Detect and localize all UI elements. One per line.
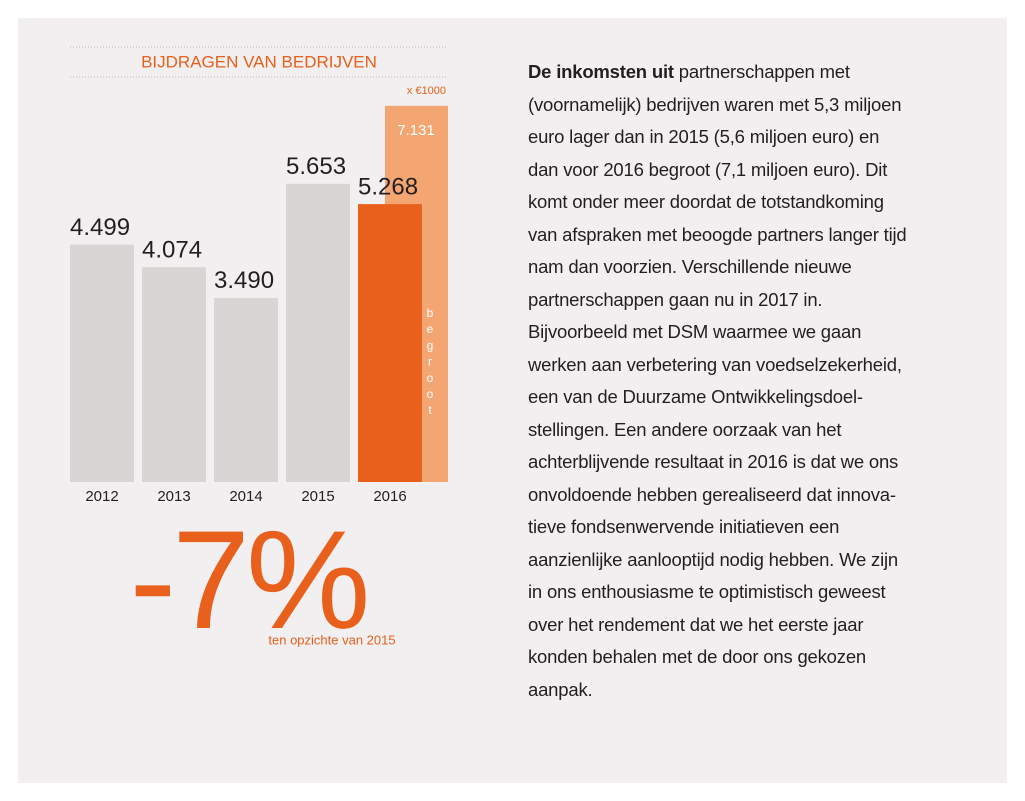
article-line: tieve fondsenwervende initiatieven een (528, 516, 840, 537)
chart-title: BIJDRAGEN VAN BEDRIJVEN (141, 52, 377, 71)
x-tick-label: 2016 (373, 488, 406, 505)
x-tick-label: 2015 (301, 488, 334, 505)
article-line: Bijvoorbeeld met DSM waarmee we gaan (528, 321, 862, 342)
article-line: konden behalen met de door ons gekozen (528, 646, 866, 667)
x-tick-label: 2014 (229, 488, 262, 505)
article-line: partnerschappen gaan nu in 2017 in. (528, 288, 823, 310)
article-line: nam dan voorzien. Verschillende nieuwe (528, 256, 852, 277)
article-line: euro lager dan in 2015 (5,6 miljoen euro… (528, 126, 880, 147)
article-line: in ons enthousiasme te optimistisch gewe… (528, 581, 886, 602)
article-line: (voornamelijk) bedrijven waren met 5,3 m… (528, 93, 902, 115)
article-line: van afspraken met beoogde partners lange… (528, 223, 907, 245)
article-line: over het rendement dat we het eerste jaa… (528, 613, 864, 635)
article-line: De inkomsten uit partnerschappen met (528, 56, 998, 89)
article-line: onvoldoende hebben gerealiseerd dat inno… (528, 483, 896, 505)
article-line: achterblijvende resultaat in 2016 is dat… (528, 451, 899, 472)
article-line: komt onder meer doordat de totstandkomin… (528, 191, 884, 212)
bar (286, 183, 350, 482)
budget-caption: begroot (423, 305, 437, 420)
article-line: aanpak. (528, 678, 593, 700)
value-label: 5.653 (286, 153, 346, 180)
article: De inkomsten uit partnerschappen met (voo… (528, 56, 998, 706)
bar (214, 297, 278, 482)
x-tick-label: 2012 (85, 488, 118, 505)
bar (142, 267, 206, 482)
value-label: 4.074 (142, 236, 202, 263)
article-line: werken aan verbetering van voedselzekerh… (528, 353, 902, 375)
value-label: 4.499 (70, 214, 130, 241)
x-tick-label: 2013 (157, 488, 190, 505)
change-caption: ten opzichte van 2015 (268, 632, 395, 647)
article-lead: De inkomsten uit (528, 61, 674, 82)
budget-caption-box: begroot (423, 305, 437, 420)
article-text: partnerschappen met (673, 61, 850, 82)
article-line: dan voor 2016 begroot (7,1 miljoen euro)… (528, 158, 888, 180)
unit-label: x €1000 (407, 85, 446, 97)
change-value: -7% (130, 501, 367, 658)
article-line: een van de Duurzame Ontwikkelingsdoel- (528, 386, 863, 407)
article-line: stellingen. Een andere oorzaak van het (528, 418, 842, 440)
article-line: aanzienlijke aanlooptijd nodig hebben. W… (528, 548, 898, 570)
value-label: 5.268 (358, 173, 418, 200)
bar (70, 244, 134, 482)
bar (358, 204, 422, 482)
value-label: 3.490 (214, 267, 274, 294)
budget-label: 7.131 (397, 122, 435, 139)
